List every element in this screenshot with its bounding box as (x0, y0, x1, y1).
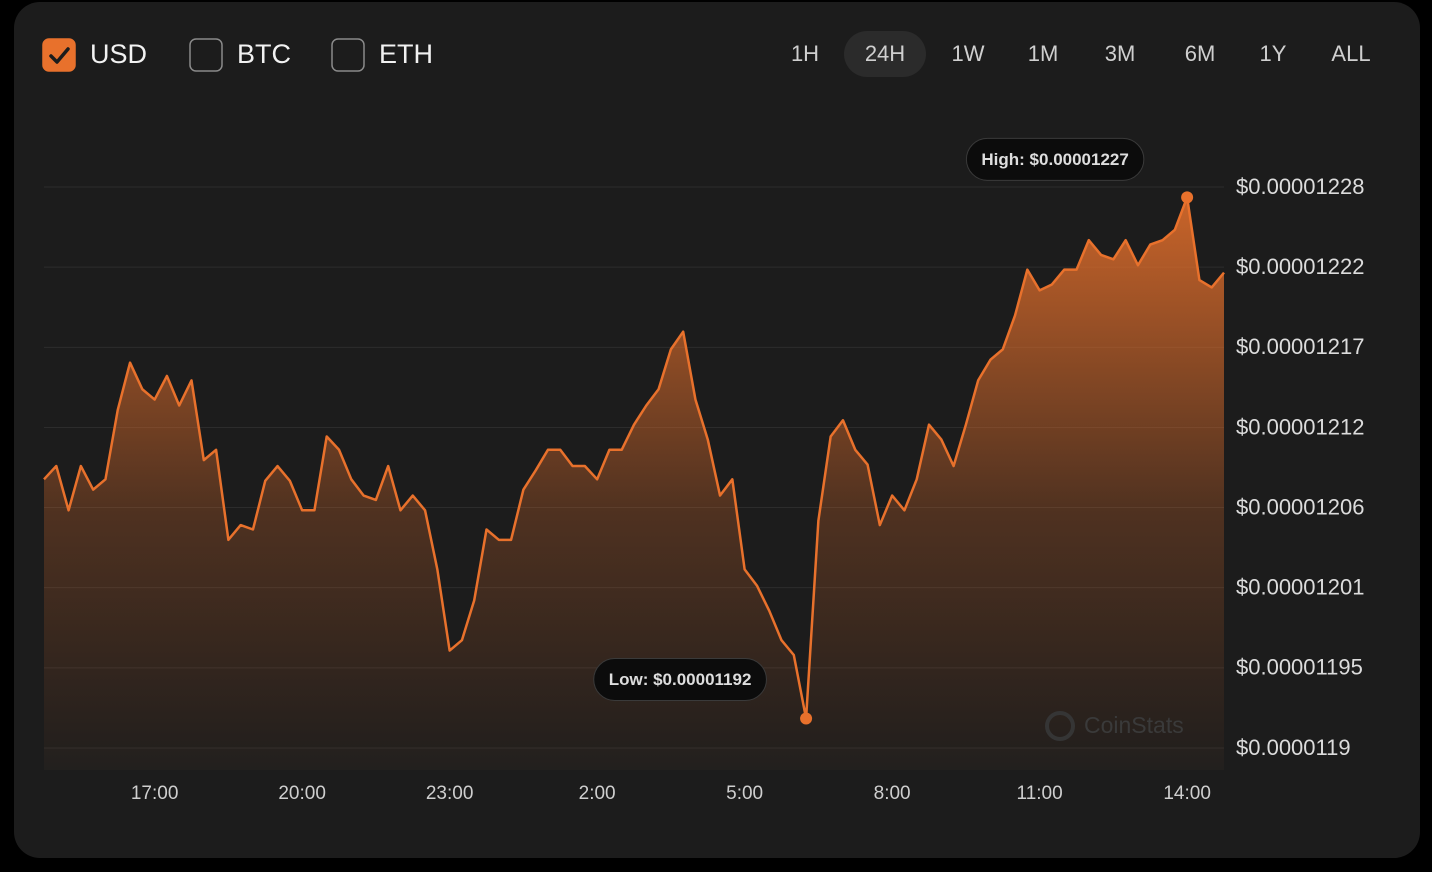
currency-toggle[interactable]: ETH (331, 38, 433, 72)
checkbox[interactable] (331, 38, 365, 72)
y-tick-label: $0.00001228 (1236, 174, 1364, 199)
y-tick-label: $0.00001201 (1236, 574, 1364, 599)
range-button[interactable]: ALL (1331, 41, 1370, 66)
range-label[interactable]: 3M (1105, 41, 1136, 66)
y-tick-label: $0.00001206 (1236, 494, 1364, 519)
range-button[interactable]: 3M (1105, 41, 1136, 66)
range-label[interactable]: 1H (791, 41, 819, 66)
watermark-text: CoinStats (1084, 712, 1184, 738)
price-line (43, 196, 1225, 720)
currency-label[interactable]: ETH (379, 39, 433, 69)
x-tick-label: 11:00 (1017, 783, 1063, 804)
y-tick-label: $0.00001195 (1236, 655, 1363, 680)
x-tick-label: 5:00 (726, 783, 763, 804)
y-tick-label: $0.0000119 (1236, 735, 1351, 760)
extreme-marker (800, 712, 813, 725)
annotation-box (593, 657, 767, 701)
currency-toggle[interactable]: USD (42, 38, 147, 72)
range-button[interactable]: 1M (1028, 41, 1059, 66)
annotation: High: $0.00001227 (965, 137, 1145, 181)
range-button[interactable]: 1Y (1260, 41, 1287, 66)
checkbox[interactable] (42, 38, 76, 72)
range-label[interactable]: 1Y (1260, 41, 1287, 66)
currency-label[interactable]: USD (90, 39, 147, 69)
checkbox[interactable] (189, 38, 223, 72)
watermark-icon (1045, 711, 1075, 741)
y-tick-label: $0.00001212 (1236, 414, 1364, 439)
range-label[interactable]: 1W (952, 41, 985, 66)
currency-label[interactable]: BTC (237, 39, 291, 69)
annotation: Low: $0.00001192 (593, 657, 767, 701)
x-tick-label: 8:00 (874, 783, 911, 804)
y-tick-label: $0.00001222 (1236, 254, 1364, 279)
watermark: CoinStats (1045, 711, 1184, 741)
currency-toggle[interactable]: BTC (189, 38, 291, 72)
range-active-bg (844, 31, 926, 77)
range-button[interactable]: 1W (952, 41, 985, 66)
range-button[interactable]: 1H (791, 41, 819, 66)
x-tick-label: 17:00 (131, 783, 179, 804)
range-button[interactable]: 6M (1185, 41, 1216, 66)
annotation-text: Low: $0.00001192 (609, 670, 752, 689)
area-fill (44, 197, 1224, 770)
range-label[interactable]: 6M (1185, 41, 1216, 66)
checkmark (49, 47, 70, 64)
x-tick-label: 23:00 (426, 783, 474, 804)
x-tick-label: 2:00 (579, 783, 616, 804)
x-tick-label: 20:00 (278, 783, 326, 804)
extreme-marker (1181, 191, 1194, 204)
y-tick-label: $0.00001217 (1236, 334, 1364, 359)
range-label[interactable]: ALL (1331, 41, 1370, 66)
annotation-text: High: $0.00001227 (981, 150, 1128, 169)
annotation-box (965, 137, 1145, 181)
range-label[interactable]: 1M (1028, 41, 1059, 66)
range-button[interactable]: 24H (844, 31, 926, 77)
x-tick-label: 14:00 (1163, 783, 1211, 804)
range-label[interactable]: 24H (865, 41, 905, 66)
